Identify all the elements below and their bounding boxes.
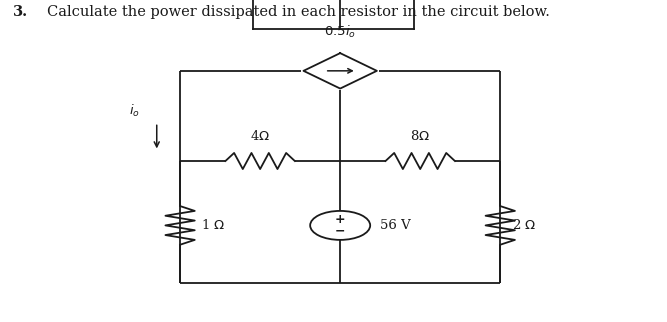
Text: 2 $\Omega$: 2 $\Omega$ bbox=[512, 218, 536, 232]
Text: 8$\Omega$: 8$\Omega$ bbox=[410, 129, 430, 143]
Text: 3.: 3. bbox=[13, 5, 29, 19]
Text: 4$\Omega$: 4$\Omega$ bbox=[250, 129, 270, 143]
Text: −: − bbox=[335, 224, 346, 237]
Text: $i_o$: $i_o$ bbox=[129, 103, 140, 119]
Text: +: + bbox=[335, 213, 346, 226]
Text: 56 V: 56 V bbox=[380, 219, 411, 232]
Text: Calculate the power dissipated in each resistor in the circuit below.: Calculate the power dissipated in each r… bbox=[47, 5, 550, 19]
Text: 1 $\Omega$: 1 $\Omega$ bbox=[201, 218, 225, 232]
Text: $0.5i_o$: $0.5i_o$ bbox=[324, 24, 356, 40]
